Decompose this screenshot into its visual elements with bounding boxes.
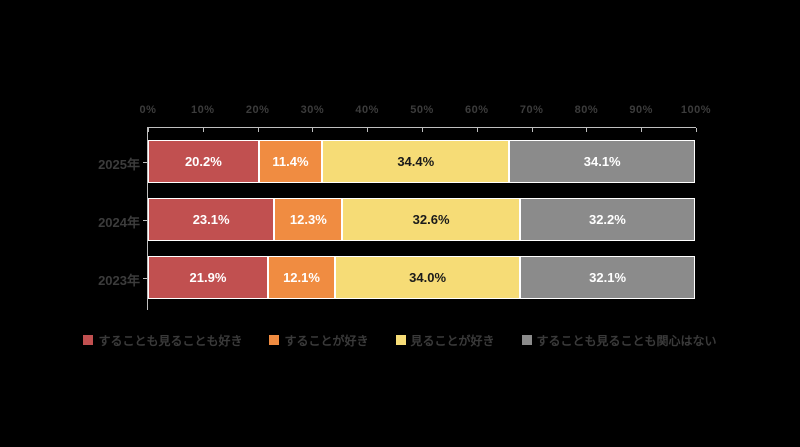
x-axis-tick-label: 100% bbox=[680, 104, 712, 116]
x-axis-tick-mark bbox=[257, 128, 259, 132]
x-axis-tick-mark bbox=[641, 128, 643, 132]
data-label: 34.4% bbox=[397, 154, 435, 169]
legend-label: 見ることが好き bbox=[410, 333, 495, 348]
bar-segment: 12.1% bbox=[267, 256, 336, 299]
x-axis-tick-mark bbox=[586, 128, 588, 132]
legend: することも見ることも好き することが好き 見ることが好き することも見ることも関心はな… bbox=[0, 331, 800, 349]
x-axis-tick-mark bbox=[312, 128, 314, 132]
x-axis-tick-label: 70% bbox=[519, 104, 544, 116]
x-axis-tick-label: 90% bbox=[629, 104, 653, 116]
legend-item: することが好き bbox=[269, 332, 369, 349]
legend-swatch-icon bbox=[83, 335, 94, 345]
data-label: 34.0% bbox=[409, 270, 447, 285]
x-axis-tick-mark bbox=[202, 128, 204, 132]
x-axis-line bbox=[148, 127, 696, 128]
data-label: 12.3% bbox=[289, 212, 327, 227]
bar-segment: 21.9% bbox=[148, 256, 268, 299]
bar-row-2023年: 21.9% 12.1% 34.0% 32.1% bbox=[148, 256, 695, 299]
data-label: 21.9% bbox=[189, 270, 227, 285]
data-label: 32.2% bbox=[588, 212, 626, 227]
x-axis-tick-label: 0% bbox=[139, 104, 157, 116]
x-axis-tick-label: 10% bbox=[191, 104, 215, 116]
x-axis-tick-mark bbox=[476, 128, 478, 132]
bar-segment: 32.2% bbox=[519, 198, 696, 241]
y-axis-tick-mark bbox=[143, 219, 147, 221]
x-axis-tick-label: 20% bbox=[245, 104, 270, 116]
category-label: 2023年 bbox=[98, 272, 140, 288]
x-axis-tick-label: 30% bbox=[300, 104, 325, 116]
x-axis-tick-mark bbox=[367, 128, 369, 132]
y-axis-tick-mark bbox=[143, 161, 147, 163]
legend-label: することが好き bbox=[284, 333, 369, 348]
legend-item: することも見ることも好き bbox=[83, 332, 242, 349]
bar-segment: 34.1% bbox=[509, 140, 695, 183]
data-label: 32.1% bbox=[589, 270, 627, 285]
bar-row-2024年: 23.1% 12.3% 32.6% 32.2% bbox=[148, 198, 696, 241]
bar-segment: 12.3% bbox=[274, 198, 343, 241]
y-axis-line bbox=[147, 127, 148, 310]
data-label: 12.1% bbox=[283, 270, 320, 285]
data-label: 23.1% bbox=[192, 212, 230, 227]
legend-label: することも見ることも好き bbox=[98, 333, 243, 348]
legend-label: することも見ることも関心はない bbox=[536, 333, 717, 348]
bar-segment: 20.2% bbox=[148, 140, 259, 183]
x-axis-tick-label: 50% bbox=[410, 104, 434, 116]
x-axis-tick-mark bbox=[148, 128, 149, 132]
data-label: 11.4% bbox=[272, 154, 309, 169]
data-label: 32.6% bbox=[412, 212, 450, 227]
legend-swatch-icon bbox=[521, 335, 532, 345]
legend-item: 見ることが好き bbox=[395, 332, 495, 349]
bar-segment: 34.4% bbox=[322, 140, 510, 183]
legend-swatch-icon bbox=[395, 335, 406, 345]
bar-segment: 34.0% bbox=[335, 256, 521, 299]
x-axis-tick-mark bbox=[696, 128, 697, 132]
legend-swatch-icon bbox=[269, 335, 280, 345]
bar-segment: 32.6% bbox=[342, 198, 520, 241]
y-axis-tick-mark bbox=[143, 277, 147, 279]
x-axis-tick-label: 40% bbox=[355, 104, 379, 116]
x-axis-tick-label: 80% bbox=[574, 104, 599, 116]
bar-segment: 32.1% bbox=[520, 256, 695, 299]
legend-item: することも見ることも関心はない bbox=[521, 332, 717, 349]
x-axis-tick-mark bbox=[531, 128, 533, 132]
category-label: 2025年 bbox=[98, 156, 140, 172]
x-axis-tick-label: 60% bbox=[465, 104, 489, 116]
x-axis-tick-mark bbox=[422, 128, 423, 132]
bar-row-2025年: 20.2% 11.4% 34.4% 34.1% bbox=[148, 140, 695, 183]
data-label: 34.1% bbox=[583, 154, 621, 169]
category-label: 2024年 bbox=[98, 214, 140, 230]
bar-segment: 11.4% bbox=[258, 140, 323, 183]
data-label: 20.2% bbox=[184, 154, 222, 169]
bar-segment: 23.1% bbox=[148, 198, 275, 241]
